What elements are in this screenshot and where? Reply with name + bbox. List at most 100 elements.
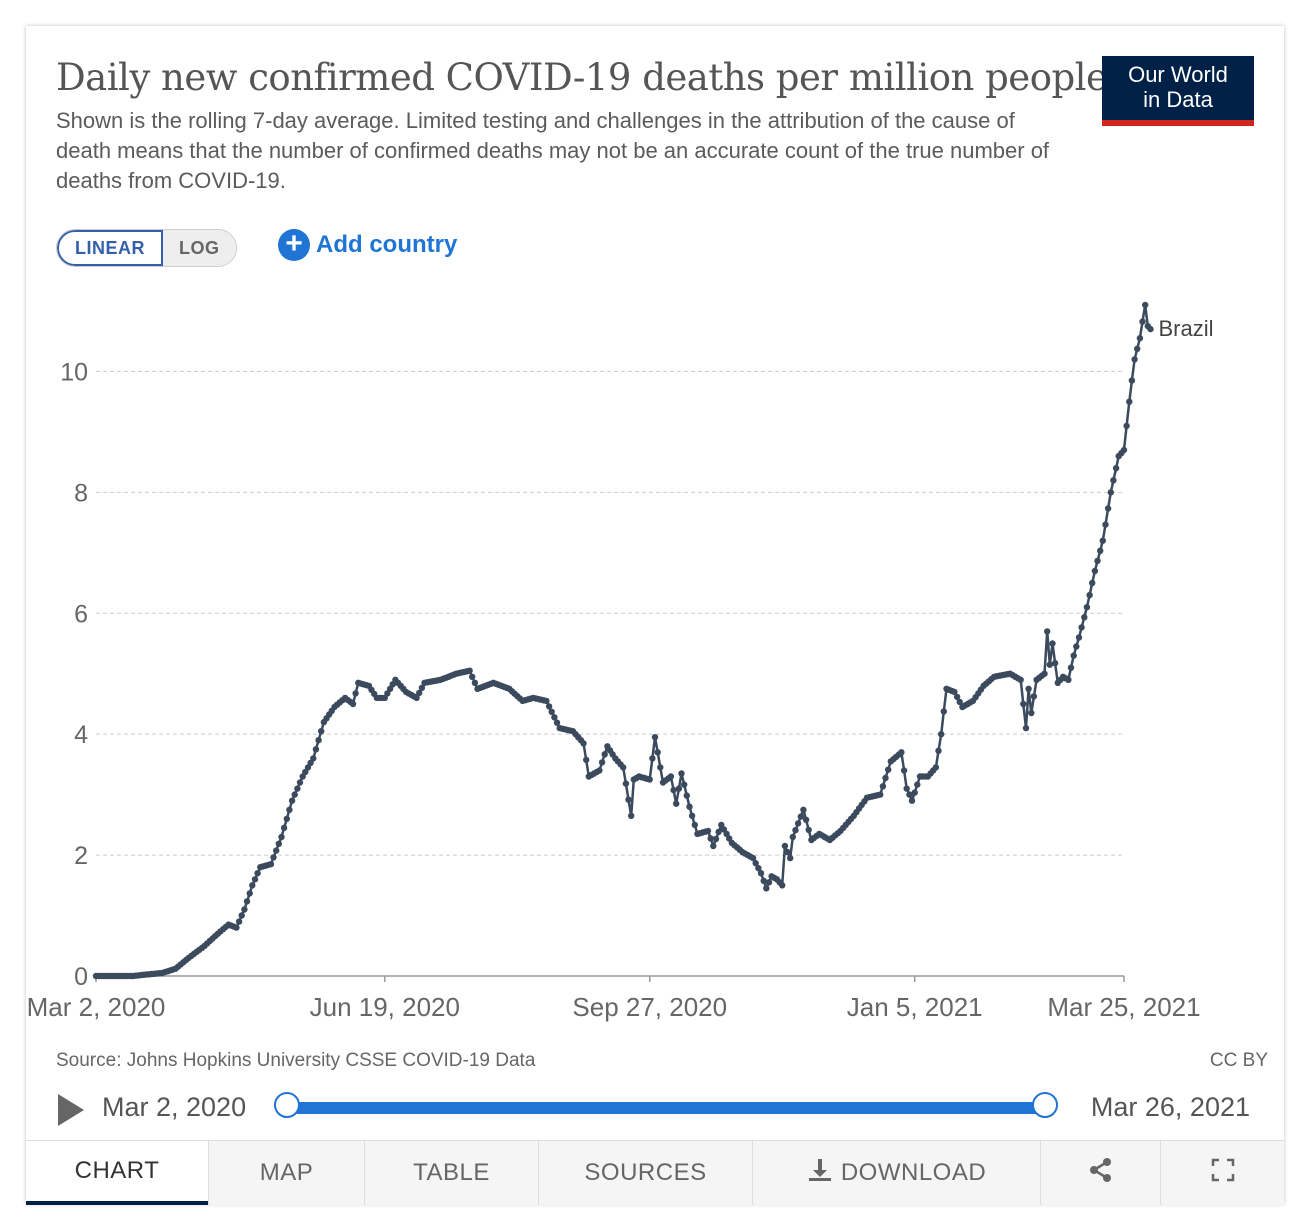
data-point	[1123, 422, 1130, 430]
tab-share[interactable]	[1040, 1141, 1160, 1205]
data-point	[1147, 325, 1154, 333]
data-point	[625, 796, 632, 803]
y-tick-label: 0	[74, 963, 88, 991]
data-point	[956, 698, 963, 706]
tab-map[interactable]: MAP	[208, 1141, 364, 1205]
data-point	[596, 767, 603, 774]
data-point	[1070, 652, 1077, 659]
license-link[interactable]: CC BY	[1209, 1050, 1268, 1071]
timeline-end-handle[interactable]	[1032, 1092, 1058, 1118]
timeline: Mar 2, 2020 Mar 26, 2021	[56, 1090, 1256, 1130]
linear-scale-button[interactable]: LINEAR	[57, 230, 163, 266]
data-point	[654, 749, 661, 756]
data-point	[908, 797, 916, 804]
data-point	[1073, 643, 1080, 650]
data-point	[792, 827, 799, 834]
data-point	[1102, 521, 1109, 528]
data-point	[715, 828, 722, 836]
share-icon	[1088, 1157, 1114, 1190]
data-point	[1099, 537, 1107, 544]
data-point	[940, 708, 947, 715]
y-tick-label: 2	[74, 842, 88, 870]
data-point	[349, 700, 357, 708]
data-point	[620, 764, 627, 771]
data-point	[1104, 505, 1112, 512]
tab-bar: CHART MAP TABLE SOURCES DOWNLOAD	[26, 1140, 1284, 1205]
data-point	[469, 673, 476, 680]
data-point	[898, 749, 905, 756]
data-point	[1017, 676, 1024, 683]
data-point	[900, 767, 908, 774]
add-country-button[interactable]: + Add country	[278, 229, 457, 261]
data-point	[1075, 634, 1083, 641]
add-country-label: Add country	[316, 231, 458, 258]
data-point	[704, 827, 712, 835]
tab-download[interactable]: DOWNLOAD	[752, 1141, 1040, 1205]
data-point	[310, 755, 317, 762]
data-point	[1128, 377, 1136, 384]
data-point	[233, 924, 240, 931]
timeline-track[interactable]	[288, 1102, 1048, 1114]
data-point	[1083, 604, 1091, 611]
x-tick-label: Mar 2, 2020	[27, 992, 166, 1022]
data-point	[649, 755, 656, 762]
data-point	[877, 791, 884, 798]
source-link[interactable]: Source: Johns Hopkins University CSSE CO…	[56, 1050, 536, 1071]
owid-logo[interactable]: Our World in Data	[1102, 56, 1254, 126]
data-point	[1110, 477, 1117, 484]
y-tick-label: 4	[74, 721, 88, 749]
data-point	[601, 751, 608, 758]
data-point	[1022, 724, 1030, 732]
tab-fullscreen[interactable]	[1160, 1141, 1284, 1205]
tab-chart[interactable]: CHART	[26, 1141, 208, 1205]
data-point	[781, 842, 789, 850]
x-tick-label: Mar 25, 2021	[1047, 992, 1200, 1022]
data-point	[241, 906, 248, 913]
data-point	[1139, 318, 1146, 325]
data-point	[651, 734, 659, 741]
data-point	[583, 756, 590, 764]
data-point	[246, 890, 253, 897]
data-point	[805, 826, 812, 834]
data-point	[251, 876, 259, 883]
data-point	[932, 764, 940, 771]
data-point	[1112, 465, 1120, 472]
download-label: DOWNLOAD	[840, 1159, 987, 1186]
data-point	[413, 694, 420, 702]
data-point	[267, 861, 275, 868]
series-line-brazil	[96, 303, 1152, 978]
data-point	[667, 773, 675, 780]
data-point	[551, 714, 558, 721]
data-point	[1051, 659, 1059, 667]
data-point	[286, 806, 293, 813]
play-icon[interactable]	[58, 1094, 84, 1126]
data-point	[906, 791, 913, 798]
x-tick-label: Jan 5, 2021	[847, 992, 983, 1022]
data-point	[315, 737, 322, 744]
data-point	[1025, 685, 1032, 692]
data-point	[280, 824, 288, 832]
data-point	[691, 821, 698, 829]
data-point	[291, 791, 298, 798]
data-point	[249, 882, 256, 889]
data-point	[1041, 670, 1048, 677]
data-point	[254, 870, 261, 877]
data-point	[879, 783, 887, 790]
tab-table[interactable]: TABLE	[364, 1141, 538, 1205]
data-point	[763, 885, 770, 892]
data-point	[288, 797, 296, 804]
timeline-start-handle[interactable]	[274, 1092, 300, 1118]
y-tick-label: 8	[74, 479, 88, 507]
data-point	[543, 697, 550, 705]
data-point	[296, 779, 304, 786]
data-point	[1131, 356, 1138, 363]
data-point	[688, 812, 696, 819]
data-point	[1020, 700, 1027, 708]
timeline-start-date: Mar 2, 2020	[102, 1092, 247, 1122]
tab-sources[interactable]: SOURCES	[538, 1141, 752, 1205]
data-point	[1046, 661, 1053, 668]
data-point	[914, 781, 921, 788]
data-point	[1049, 640, 1056, 647]
log-scale-button[interactable]: LOG	[163, 230, 236, 266]
data-point	[951, 688, 958, 696]
